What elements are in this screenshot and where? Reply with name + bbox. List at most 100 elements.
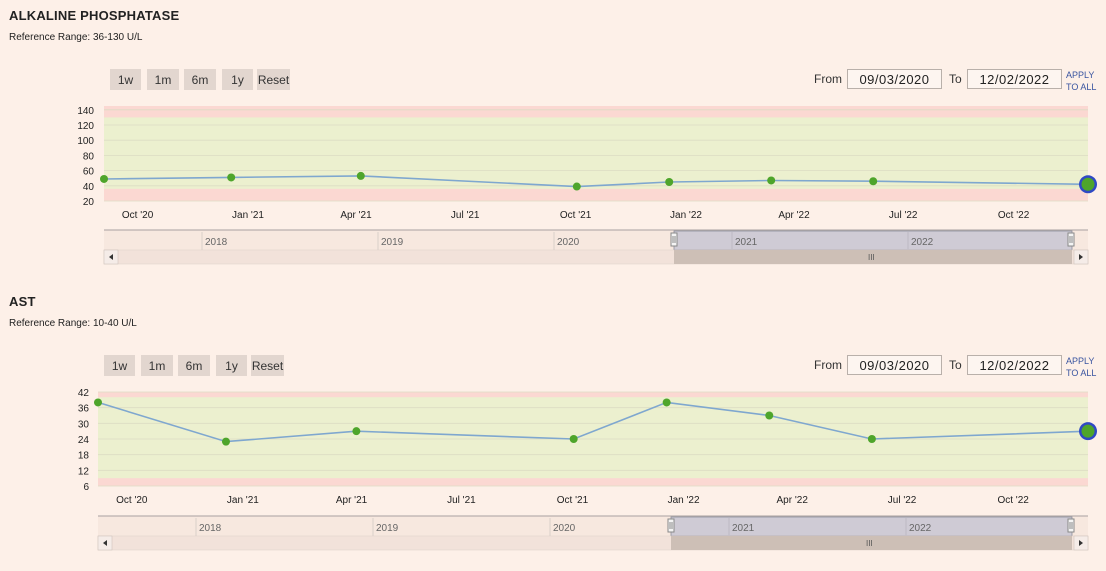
navigator-year-label: 2018 [205,237,228,248]
navigator-year-label: 2019 [376,523,399,534]
panel-title: ALKALINE PHOSPHATASE [9,8,180,23]
y-tick-label: 20 [83,197,95,208]
to-date-input[interactable] [967,355,1062,375]
data-point[interactable] [356,171,365,180]
x-tick-label: Apr '21 [340,210,372,221]
x-tick-label: Apr '22 [777,495,809,506]
from-date-input[interactable] [847,355,942,375]
data-point[interactable] [569,435,578,443]
x-tick-label: Jan '22 [668,495,700,506]
navigator-left-handle [667,518,675,533]
zoom-reset-button[interactable]: Reset [251,355,284,376]
zoom-1y-button[interactable]: 1y [222,69,253,90]
x-tick-label: Jan '22 [670,210,702,221]
x-tick-label: Oct '20 [122,210,154,221]
y-tick-label: 24 [78,435,90,446]
data-point[interactable] [1081,177,1095,191]
line-chart: 6 12 18 24 30 36 42 Oct '20 Jan '21 Apr '21 Jul '… [78,388,1097,551]
arrow-left-icon [109,254,113,260]
apply-label-line2: TO ALL [1066,82,1097,92]
navigator[interactable]: 2018 2019 2020 2021 2022 [104,229,1088,251]
arrow-right-icon [1079,254,1083,260]
navigator-year-label: 2021 [735,237,758,248]
apply-label-line1: APPLY [1066,70,1095,80]
y-tick-label: 12 [78,466,90,477]
series-line [103,175,1089,188]
x-tick-label: Oct '21 [560,210,592,221]
zoom-6m-button[interactable]: 6m [184,69,216,90]
data-point[interactable] [662,398,671,407]
x-tick-label: Jan '21 [232,210,264,221]
arrow-left-icon [103,540,107,546]
data-point[interactable] [1081,424,1095,438]
zoom-reset-button[interactable]: Reset [257,69,290,90]
x-tick-label: Jul '21 [451,210,480,221]
navigator-year-label: 2020 [557,237,580,248]
zoom-1m-button[interactable]: 1m [147,69,179,90]
data-point[interactable] [665,178,674,186]
from-label: From [814,72,842,86]
navigator-right-handle [1067,232,1075,247]
navigator-right-handle [1067,518,1075,533]
apply-to-all-link[interactable]: APPLY TO ALL [1066,69,1096,93]
navigator-year-label: 2019 [381,237,404,248]
normal-range-band [104,117,1088,189]
x-tick-label: Apr '22 [778,210,810,221]
apply-to-all-link[interactable]: APPLY TO ALL [1066,355,1096,379]
x-tick-label: Oct '21 [557,495,589,506]
to-label: To [949,358,962,372]
navigator[interactable]: 2018 2019 2020 2021 2022 [98,515,1088,537]
zoom-1w-button[interactable]: 1w [104,355,135,376]
x-tick-label: Oct '20 [116,495,148,506]
y-tick-label: 30 [78,419,90,430]
y-tick-label: 100 [77,136,94,147]
panel-title: AST [9,294,36,309]
reference-range: Reference Range: 10-40 U/L [9,318,137,329]
y-tick-label: 36 [78,404,90,415]
from-label: From [814,358,842,372]
data-point[interactable] [100,174,108,183]
series-line [97,401,1089,443]
zoom-1m-button[interactable]: 1m [141,355,173,376]
data-point[interactable] [765,411,774,420]
apply-label-line1: APPLY [1066,356,1095,366]
y-tick-label: 40 [83,182,95,193]
navigator-left-handle [670,232,678,247]
zoom-1y-button[interactable]: 1y [216,355,247,376]
from-date-input[interactable] [847,69,942,89]
scrollbar-grip-icon: III [866,539,873,548]
data-point[interactable] [352,427,361,436]
to-date-input[interactable] [967,69,1062,89]
x-tick-label: Jan '21 [227,495,259,506]
data-point[interactable] [221,437,230,446]
scrollbar[interactable]: III [97,535,1089,551]
data-point[interactable] [767,176,776,185]
normal-range-band [98,397,1088,479]
x-tick-label: Oct '22 [998,210,1030,221]
zoom-6m-button[interactable]: 6m [178,355,210,376]
scrollbar[interactable]: III [103,249,1089,265]
scrollbar-thumb [674,250,1072,264]
data-point[interactable] [869,177,878,186]
data-point[interactable] [94,398,102,407]
x-tick-label: Apr '21 [336,495,368,506]
apply-label-line2: TO ALL [1066,368,1097,378]
y-tick-label: 42 [78,388,90,399]
scrollbar-grip-icon: III [868,253,875,262]
y-tick-label: 60 [83,167,95,178]
data-point[interactable] [867,435,876,443]
zoom-1w-button[interactable]: 1w [110,69,141,90]
x-tick-label: Oct '22 [997,495,1029,506]
x-tick-label: Jul '22 [888,495,917,506]
navigator-year-label: 2021 [732,523,755,534]
y-tick-label: 140 [77,106,94,117]
data-point[interactable] [572,182,581,191]
data-point[interactable] [227,173,236,182]
navigator-year-label: 2022 [909,523,932,534]
x-tick-label: Jul '21 [447,495,476,506]
arrow-right-icon [1079,540,1083,546]
y-tick-label: 120 [77,121,94,132]
y-tick-label: 80 [83,151,95,162]
y-tick-label: 6 [83,482,89,493]
x-tick-label: Jul '22 [889,210,918,221]
